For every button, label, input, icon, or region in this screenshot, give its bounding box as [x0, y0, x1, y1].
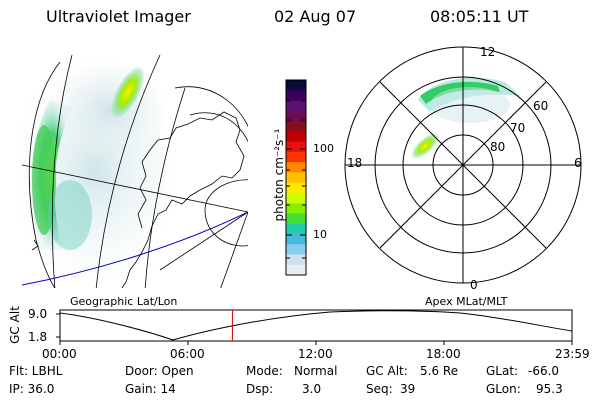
colorbar-swatch: [286, 100, 306, 112]
colorbar-swatch: [286, 203, 306, 215]
gc-alt-label: GC Alt:: [366, 364, 408, 378]
coastline: [137, 149, 151, 229]
colorbar-swatch: [286, 172, 306, 184]
meridian: [144, 87, 186, 288]
mode-label: Mode:: [246, 364, 283, 378]
auroral-arc-bright: [111, 66, 145, 118]
polar-spoke: [379, 81, 547, 249]
seq-value: 39: [400, 382, 416, 396]
instrument-title: Ultraviolet Imager: [46, 7, 191, 26]
mlt-label-6: 6: [574, 156, 582, 170]
colorbar-ticks: [286, 100, 306, 259]
colorbar-tick-10: 10: [313, 228, 327, 241]
polar-map: [344, 46, 582, 284]
door-status: Door: Open: [125, 364, 194, 378]
colorbar-swatch: [286, 264, 306, 276]
meridian: [220, 211, 248, 288]
filter-status: Flt: LBHL: [9, 364, 63, 378]
colorbar-tick-100: 100: [313, 142, 334, 155]
colorbar-unit-label: photon cm⁻²s⁻¹: [272, 128, 286, 222]
timeline-y-tick-9: 9.0: [28, 307, 48, 321]
mode-value: Normal: [294, 364, 338, 378]
meridian: [95, 54, 161, 288]
glon-label: GLon:: [486, 382, 521, 396]
timeline-x-tick-0000: 00:00: [42, 347, 77, 361]
time-label: 08:05:11 UT: [430, 7, 529, 26]
polar-arc-bright: [411, 133, 439, 159]
dsp-value: 3.0: [302, 382, 322, 396]
colorbar-swatch: [286, 162, 306, 173]
glat-label: GLat:: [486, 364, 519, 378]
glat-value: -66.0: [528, 364, 560, 378]
colorbar-swatch: [286, 141, 306, 153]
parallel: [22, 164, 248, 213]
colorbar-swatch: [286, 213, 306, 225]
polar-auroral-oval-core: [420, 81, 500, 104]
colorbar-swatch: [286, 151, 306, 163]
coastline: [121, 111, 245, 288]
colorbar-swatch: [286, 121, 306, 132]
ip-status: IP: 36.0: [9, 382, 55, 396]
timeline-y-tick-1-8: 1.8: [28, 330, 48, 344]
earth-limb: [28, 61, 61, 288]
mlat-label-60: 60: [533, 99, 549, 113]
colorbar: [285, 79, 307, 276]
colorbar-swatch: [286, 223, 306, 235]
lat-circle: [204, 179, 248, 211]
geographic-caption: Geographic Lat/Lon: [70, 295, 178, 308]
polar-caption: Apex MLat/MLT: [425, 295, 508, 308]
timeline-frame: [59, 309, 573, 342]
auroral-band-glow: [48, 180, 92, 250]
mlat-label-80: 80: [490, 140, 506, 154]
timeline-axis-title: GC Alt: [7, 306, 22, 344]
parallel: [22, 211, 248, 286]
colorbar-frame: [285, 79, 307, 276]
colorbar-swatch: [286, 233, 306, 245]
timeline-x-tick-2359: 23:59: [555, 347, 590, 361]
colorbar-swatch: [286, 244, 306, 256]
mlt-label-18: 18: [347, 156, 363, 170]
colorbar-swatch: [286, 131, 306, 143]
mlt-label-0: 0: [470, 278, 478, 292]
mlt-label-12: 12: [480, 45, 496, 59]
lat-circle: [174, 86, 248, 128]
date-label: 02 Aug 07: [274, 7, 357, 26]
gc-alt-value: 5.6 Re: [420, 364, 459, 378]
gain-status: Gain: 14: [125, 382, 176, 396]
dsp-label: Dsp:: [246, 382, 274, 396]
colorbar-swatch: [286, 254, 306, 266]
meridian: [51, 54, 73, 288]
colorbar-swatch: [286, 182, 306, 194]
colorbar-swatch: [286, 192, 306, 204]
glon-value: 95.3: [536, 382, 563, 396]
timeline-plot: [56, 309, 573, 345]
meridian: [159, 211, 248, 271]
mlat-label-70: 70: [510, 121, 526, 135]
timeline-x-tick-1800: 18:00: [426, 347, 461, 361]
gc-altitude-curve: [59, 310, 573, 341]
seq-label: Seq:: [366, 382, 393, 396]
geographic-map: [22, 54, 248, 288]
colorbar-swatch: [286, 90, 306, 102]
auroral-band-left-core: [32, 125, 56, 235]
colorbar-swatch: [286, 80, 306, 91]
lat-circle: [204, 209, 248, 247]
lat-circle: [189, 112, 248, 143]
timeline-x-tick-1200: 12:00: [298, 347, 333, 361]
coastline: [31, 239, 39, 251]
colorbar-swatch: [286, 110, 306, 122]
timeline-x-tick-0600: 06:00: [170, 347, 205, 361]
